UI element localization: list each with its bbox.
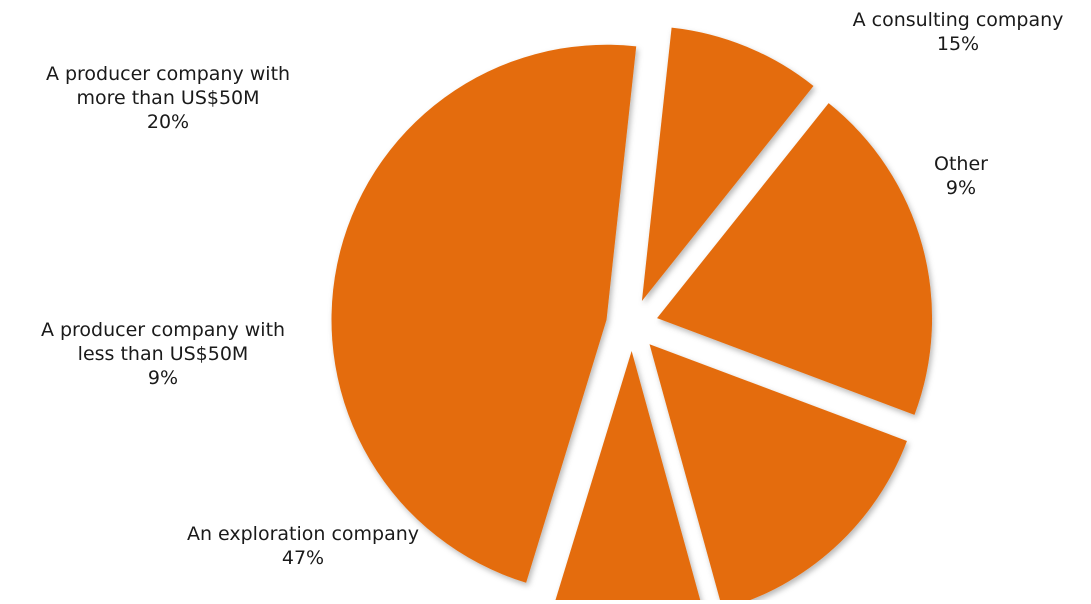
- slice-producer-less: [641, 27, 814, 301]
- slice-label-text: more than US$50M: [76, 87, 260, 109]
- pie-slices: [331, 27, 933, 604]
- slice-label-text: less than US$50M: [77, 343, 249, 365]
- slice-value-label: 15%: [936, 33, 980, 55]
- slice-value-label: 20%: [146, 111, 190, 133]
- slice-value-label: 9%: [945, 177, 977, 199]
- slice-label-text: An exploration company: [186, 523, 420, 545]
- label-exploration: An exploration company 47%: [187, 522, 419, 570]
- slice-label-text: A producer company with: [45, 63, 291, 85]
- label-producer-more: A producer company with more than US$50M 2…: [46, 62, 290, 134]
- slice-value-label: 9%: [147, 367, 179, 389]
- slice-producer-more: [657, 103, 933, 415]
- label-producer-less: A producer company with less than US$50M 9…: [41, 318, 285, 390]
- label-consulting: A consulting company 15%: [853, 8, 1064, 56]
- slice-label-text: Other: [934, 153, 988, 175]
- slice-label-text: A consulting company: [852, 9, 1064, 31]
- slice-other: [554, 351, 702, 604]
- slice-exploration: [331, 44, 637, 583]
- slice-label-text: A producer company with: [40, 319, 286, 341]
- label-other: Other 9%: [934, 152, 988, 200]
- slice-value-label: 47%: [281, 547, 325, 569]
- slice-consulting: [649, 344, 907, 604]
